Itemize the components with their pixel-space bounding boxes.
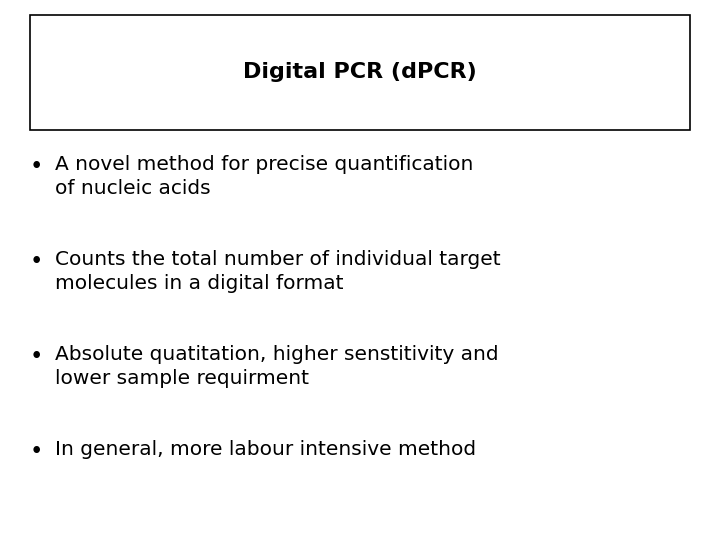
Text: Counts the total number of individual target
molecules in a digital format: Counts the total number of individual ta… [55, 250, 500, 293]
Text: •: • [30, 345, 43, 368]
Text: Absolute quatitation, higher senstitivity and
lower sample requirment: Absolute quatitation, higher senstitivit… [55, 345, 499, 388]
FancyBboxPatch shape [30, 15, 690, 130]
Text: A novel method for precise quantification
of nucleic acids: A novel method for precise quantificatio… [55, 155, 473, 198]
Text: Digital PCR (dPCR): Digital PCR (dPCR) [243, 63, 477, 83]
Text: •: • [30, 155, 43, 178]
Text: In general, more labour intensive method: In general, more labour intensive method [55, 440, 476, 459]
Text: •: • [30, 250, 43, 273]
Text: •: • [30, 440, 43, 463]
